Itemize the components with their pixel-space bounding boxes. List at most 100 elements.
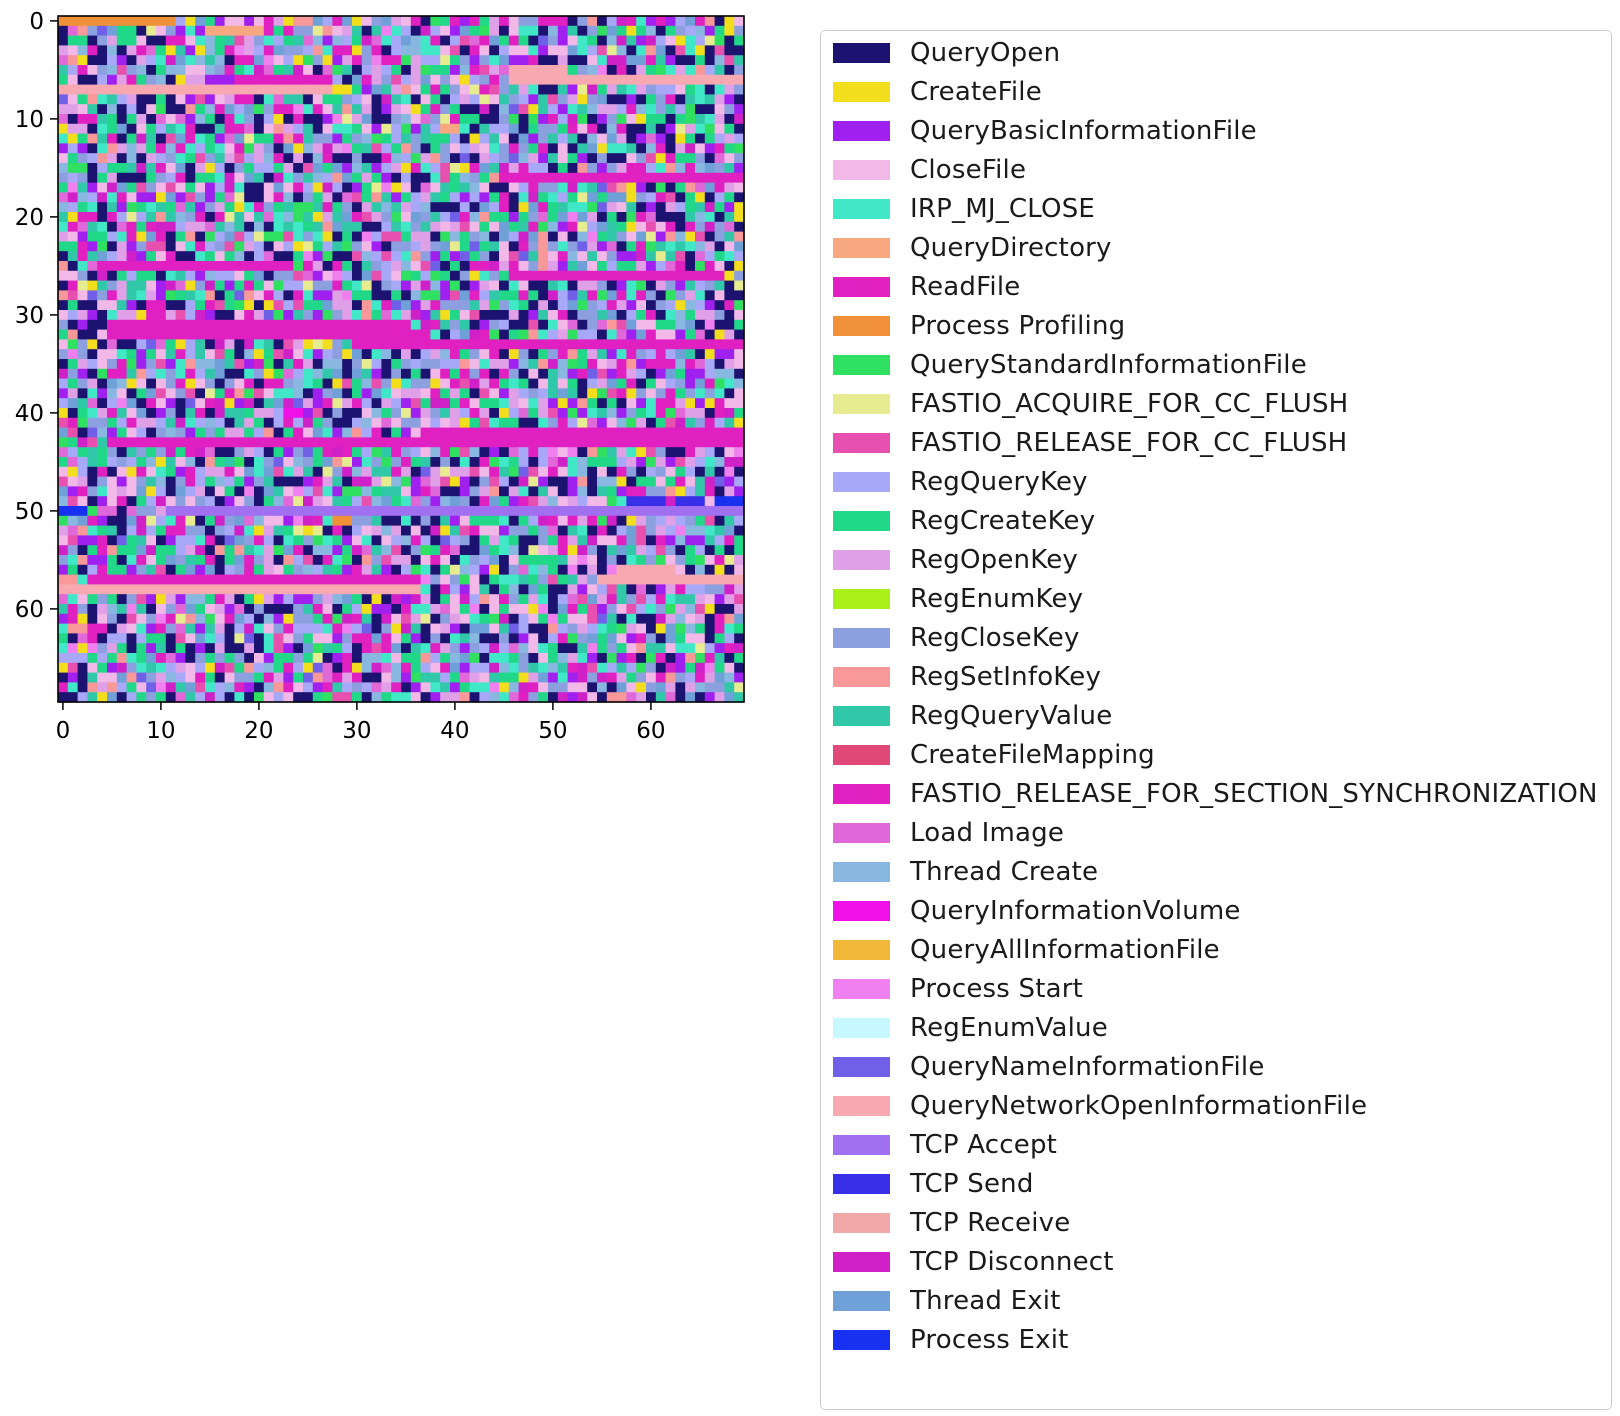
heatmap-cell bbox=[704, 564, 716, 576]
heatmap-cell bbox=[518, 447, 529, 458]
heatmap-cell bbox=[724, 564, 735, 576]
heatmap-cell bbox=[499, 466, 510, 478]
heatmap-cell bbox=[244, 84, 255, 95]
heatmap-cell bbox=[185, 74, 196, 86]
heatmap-cell bbox=[391, 427, 402, 438]
heatmap-cell bbox=[224, 143, 235, 154]
heatmap-cell bbox=[410, 368, 422, 380]
heatmap-cell bbox=[538, 682, 549, 693]
heatmap-cell bbox=[567, 104, 578, 115]
heatmap-cell bbox=[254, 133, 265, 144]
heatmap-cell bbox=[577, 662, 588, 674]
heatmap-cell bbox=[342, 408, 353, 419]
heatmap-cell bbox=[479, 192, 490, 203]
heatmap-cell bbox=[224, 290, 235, 301]
heatmap-cell bbox=[293, 653, 304, 664]
heatmap-cell bbox=[116, 84, 128, 95]
heatmap-cell bbox=[195, 192, 206, 203]
heatmap-cell bbox=[548, 388, 559, 399]
heatmap-cell bbox=[175, 349, 186, 360]
y-tick-label: 50 bbox=[15, 499, 44, 525]
heatmap-cell bbox=[303, 594, 314, 605]
heatmap-cell bbox=[185, 319, 196, 331]
heatmap-cell bbox=[479, 251, 490, 262]
heatmap-cell bbox=[67, 604, 79, 615]
heatmap-cell bbox=[499, 45, 510, 56]
heatmap-cell bbox=[156, 682, 167, 693]
heatmap-cell bbox=[577, 231, 588, 242]
heatmap-cell bbox=[518, 123, 529, 135]
heatmap-cell bbox=[195, 202, 206, 213]
heatmap-cell bbox=[685, 466, 696, 478]
heatmap-cell bbox=[254, 65, 265, 76]
heatmap-cell bbox=[626, 45, 637, 56]
heatmap-cell bbox=[528, 427, 539, 438]
heatmap-cell bbox=[175, 427, 186, 438]
heatmap-cell bbox=[665, 496, 676, 507]
heatmap-cell bbox=[440, 339, 451, 350]
heatmap-cell bbox=[479, 349, 490, 360]
heatmap-cell bbox=[646, 74, 657, 86]
heatmap-cell bbox=[146, 84, 157, 95]
heatmap-cell bbox=[58, 653, 69, 664]
heatmap-cell bbox=[107, 349, 118, 360]
heatmap-cell bbox=[548, 506, 559, 517]
heatmap-cell bbox=[381, 466, 392, 478]
heatmap-cell bbox=[616, 378, 627, 389]
heatmap-cell bbox=[293, 25, 304, 37]
heatmap-cell bbox=[469, 535, 480, 546]
heatmap-cell bbox=[116, 143, 128, 154]
heatmap-cell bbox=[459, 65, 471, 76]
heatmap-cell bbox=[587, 427, 598, 438]
heatmap-cell bbox=[636, 133, 647, 144]
heatmap-cell bbox=[606, 143, 618, 154]
heatmap-cell bbox=[410, 613, 422, 625]
heatmap-cell bbox=[97, 662, 108, 674]
heatmap-cell bbox=[116, 398, 128, 409]
heatmap-cell bbox=[499, 104, 510, 115]
heatmap-cell bbox=[685, 427, 696, 438]
heatmap-cell bbox=[538, 692, 549, 703]
heatmap-cell bbox=[606, 535, 618, 546]
heatmap-cell bbox=[244, 662, 255, 674]
heatmap-cell bbox=[430, 143, 441, 154]
heatmap-cell bbox=[538, 437, 549, 448]
heatmap-cell bbox=[263, 368, 275, 380]
heatmap-cell bbox=[303, 339, 314, 350]
heatmap-cell bbox=[626, 212, 637, 223]
heatmap-cell bbox=[263, 231, 275, 242]
heatmap-cell bbox=[342, 437, 353, 448]
heatmap-cell bbox=[263, 496, 275, 507]
heatmap-cell bbox=[420, 447, 431, 458]
heatmap-cell bbox=[116, 123, 128, 135]
heatmap-cell bbox=[626, 133, 637, 144]
heatmap-cell bbox=[224, 241, 235, 252]
heatmap-cell bbox=[528, 114, 539, 125]
heatmap-cell bbox=[548, 65, 559, 76]
heatmap-cell bbox=[185, 123, 196, 135]
heatmap-cell bbox=[646, 16, 657, 27]
heatmap-cell bbox=[195, 594, 206, 605]
heatmap-cell bbox=[342, 241, 353, 252]
heatmap-cell bbox=[195, 349, 206, 360]
heatmap-cell bbox=[489, 104, 500, 115]
heatmap-cell bbox=[646, 104, 657, 115]
heatmap-cell bbox=[538, 515, 549, 527]
heatmap-cell bbox=[548, 290, 559, 301]
heatmap-cell bbox=[136, 329, 147, 340]
heatmap-cell bbox=[636, 506, 647, 517]
heatmap-cell bbox=[587, 672, 598, 683]
heatmap-cell bbox=[107, 486, 118, 497]
heatmap-cell bbox=[214, 55, 226, 66]
heatmap-cell bbox=[410, 231, 422, 242]
heatmap-cell bbox=[361, 653, 373, 664]
heatmap-cell bbox=[352, 221, 363, 233]
heatmap-cell bbox=[371, 594, 382, 605]
heatmap-cell bbox=[205, 251, 216, 262]
heatmap-cell bbox=[469, 466, 480, 478]
heatmap-cell bbox=[116, 94, 128, 105]
heatmap-cell bbox=[734, 94, 745, 105]
heatmap-cell bbox=[479, 437, 490, 448]
legend-swatch bbox=[833, 316, 890, 336]
heatmap-cell bbox=[165, 55, 177, 66]
